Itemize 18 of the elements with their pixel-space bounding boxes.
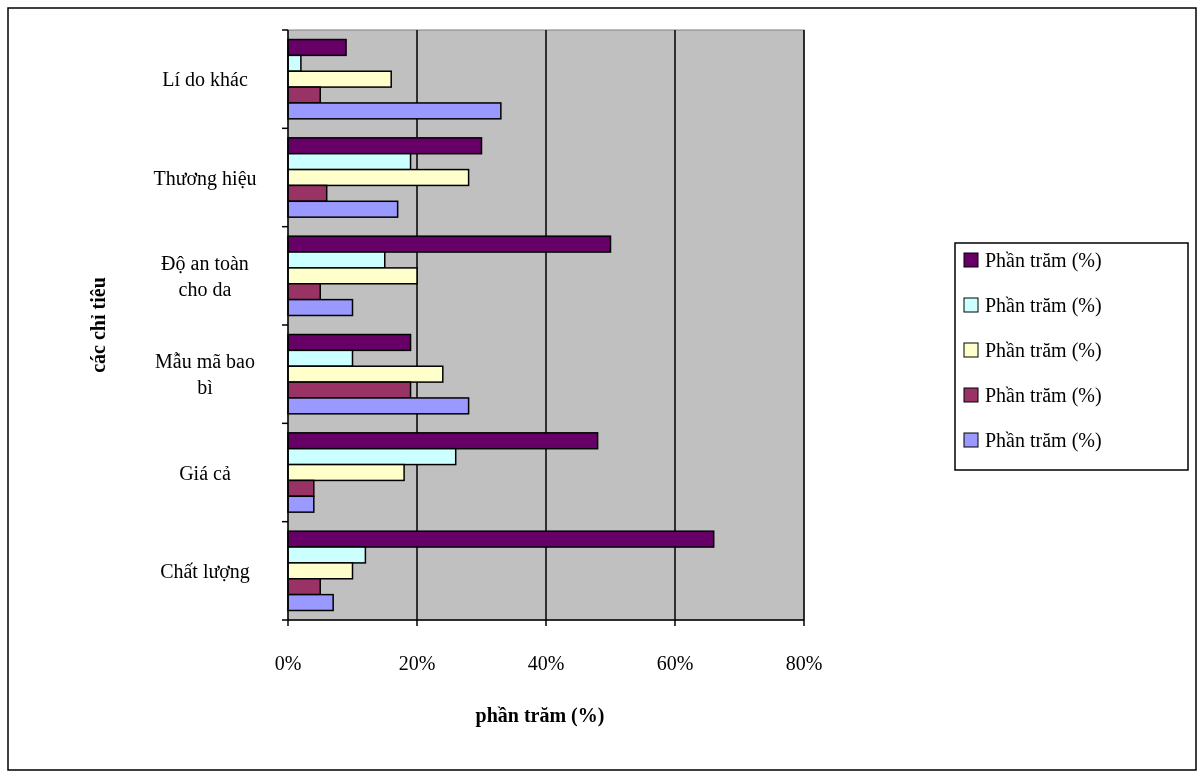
x-tick-label: 0% [274,652,302,674]
legend-label: Phần trăm (%) [985,429,1102,452]
legend-label: Phần trăm (%) [985,384,1102,407]
x-axis-title: phần trăm (%) [475,704,605,727]
x-tick-label: 80% [785,652,823,674]
y-tick-label: Chất lượng [160,559,250,583]
legend-label: Phần trăm (%) [985,249,1102,272]
legend-label: Phần trăm (%) [985,294,1102,317]
legend-label: Phần trăm (%) [985,339,1102,362]
y-tick-label: Lí do khác [162,68,248,91]
y-axis-title: các chỉ tiêu [87,277,109,373]
y-tick-label: Giá cả [179,461,231,484]
x-tick-label: 60% [656,652,694,674]
x-tick-label: 20% [398,652,436,674]
y-tick-label: Thương hiệu [153,166,257,190]
y-tick-label: Độ an toàn cho da [161,251,249,300]
x-tick-label: 40% [527,652,565,674]
y-tick-label: Mẫu mã bao bì [155,350,255,399]
